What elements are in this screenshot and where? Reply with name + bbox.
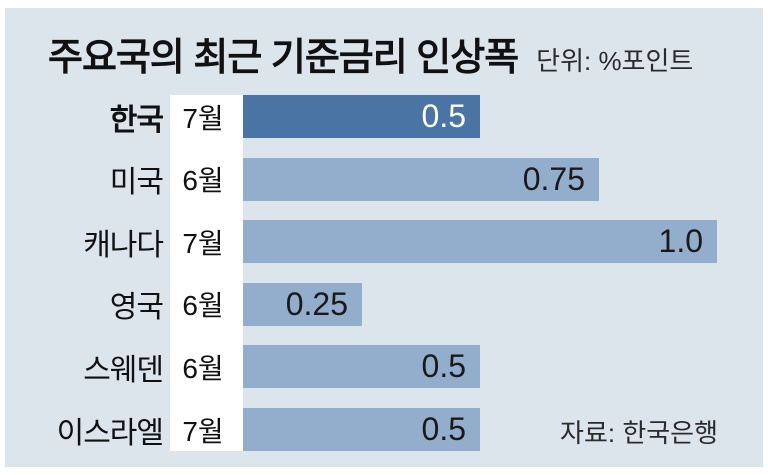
month-label-canada: 7월	[182, 227, 224, 259]
chart-header: 주요국의 최근 기준금리 인상폭 단위: %포인트	[48, 26, 748, 81]
country-label-korea: 한국	[109, 103, 164, 137]
month-label-uk: 6월	[182, 290, 224, 321]
chart-row-usa: 미국 6월 0.75	[5, 157, 763, 201]
month-label-israel: 7월	[182, 415, 224, 447]
chart-title: 주요국의 최근 기준금리 인상폭	[48, 37, 519, 79]
country-label-canada: 캐나다	[83, 228, 164, 262]
chart-row-uk: 영국 6월 0.25	[5, 282, 763, 326]
country-label-uk: 영국	[109, 291, 164, 324]
chart-row-sweden: 스웨덴 6월 0.5	[5, 345, 763, 388]
bar-chart: 한국 7월 0.5 미국 6월 0.75 캐나다 7월 1.0 영국 6월 0.…	[5, 95, 763, 471]
month-label-korea: 7월	[182, 102, 224, 134]
bar-value-sweden: 0.5	[421, 348, 466, 384]
bar-canada: 1.0	[243, 220, 717, 263]
unit-label: 단위: %포인트	[536, 46, 694, 76]
bar-value-usa: 0.75	[522, 160, 585, 197]
bar-value-uk: 0.25	[285, 285, 348, 322]
bar-usa: 0.75	[243, 157, 599, 201]
chart-row-israel: 이스라엘 7월 0.5	[5, 408, 763, 451]
bar-israel: 0.5	[243, 408, 480, 451]
infographic-panel: 주요국의 최근 기준금리 인상폭 단위: %포인트 한국 7월 0.5 미국 6…	[5, 8, 763, 467]
country-label-sweden: 스웨덴	[83, 353, 164, 387]
country-label-israel: 이스라엘	[56, 416, 164, 450]
chart-row-korea: 한국 7월 0.5	[5, 95, 763, 138]
bar-sweden: 0.5	[243, 345, 480, 388]
bar-value-israel: 0.5	[421, 411, 466, 447]
source-label: 자료: 한국은행	[560, 418, 718, 448]
bar-value-canada: 1.0	[658, 223, 703, 259]
bar-value-korea: 0.5	[421, 98, 466, 134]
month-column-background	[170, 95, 243, 451]
bar-uk: 0.25	[243, 282, 362, 326]
chart-row-canada: 캐나다 7월 1.0	[5, 220, 763, 263]
month-label-usa: 6월	[182, 165, 224, 196]
country-label-usa: 미국	[109, 166, 164, 199]
bar-korea: 0.5	[243, 95, 480, 138]
month-label-sweden: 6월	[182, 352, 224, 384]
